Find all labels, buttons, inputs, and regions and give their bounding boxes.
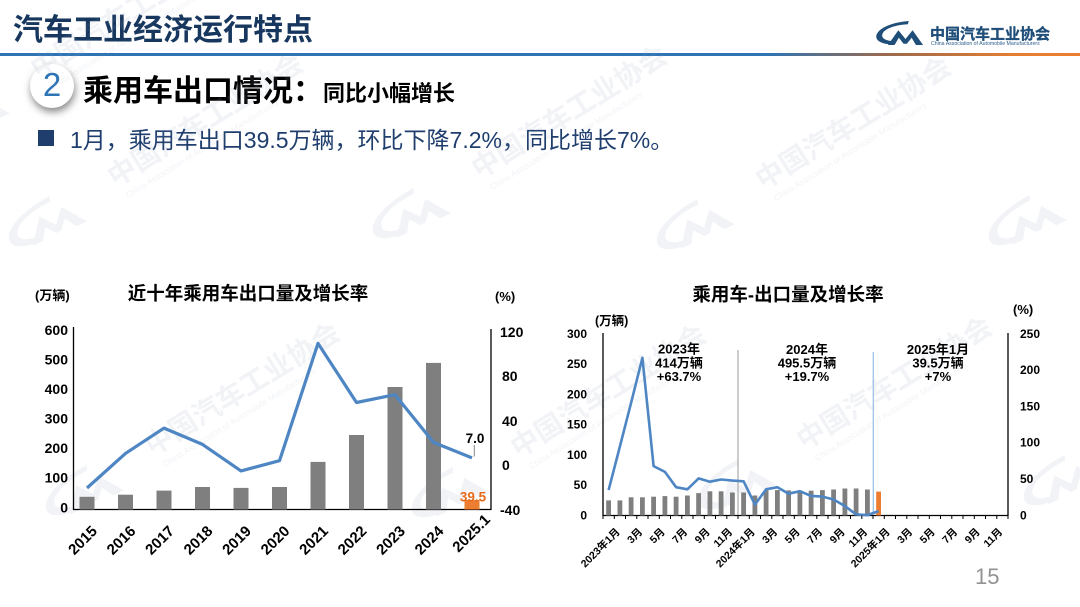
svg-text:2023年: 2023年	[658, 342, 700, 357]
svg-text:7月: 7月	[805, 526, 825, 546]
svg-text:9月: 9月	[828, 526, 848, 546]
svg-text:2015: 2015	[65, 523, 101, 559]
svg-text:100: 100	[567, 448, 587, 462]
svg-text:7月: 7月	[940, 526, 960, 546]
svg-text:(%): (%)	[1013, 302, 1033, 317]
svg-text:600: 600	[45, 322, 69, 338]
svg-text:+63.7%: +63.7%	[657, 369, 702, 384]
svg-text:200: 200	[45, 440, 69, 456]
svg-text:0: 0	[580, 508, 587, 522]
svg-text:(万辆): (万辆)	[35, 288, 70, 303]
svg-text:+7%: +7%	[925, 369, 952, 384]
svg-text:50: 50	[574, 478, 588, 492]
svg-text:200: 200	[1020, 363, 1040, 377]
svg-text:近十年乘用车出口量及增长率: 近十年乘用车出口量及增长率	[128, 283, 369, 304]
svg-text:2023: 2023	[373, 523, 409, 559]
svg-text:40: 40	[502, 413, 518, 429]
svg-text:50: 50	[1020, 472, 1034, 486]
svg-text:(%): (%)	[495, 289, 515, 304]
svg-text:150: 150	[567, 418, 587, 432]
svg-text:100: 100	[45, 470, 69, 486]
svg-text:414万辆: 414万辆	[655, 356, 703, 371]
svg-text:-40: -40	[500, 502, 520, 518]
svg-text:300: 300	[567, 327, 587, 341]
svg-text:中国汽车工业协会: 中国汽车工业协会	[930, 25, 1050, 43]
svg-text:0: 0	[60, 499, 68, 515]
svg-text:2024年: 2024年	[786, 342, 828, 357]
svg-text:11月: 11月	[981, 526, 1005, 550]
svg-text:2025.1: 2025.1	[449, 511, 493, 555]
svg-text:400: 400	[45, 381, 69, 397]
svg-text:3月: 3月	[625, 526, 645, 546]
svg-text:2024: 2024	[412, 522, 448, 558]
svg-text:5月: 5月	[918, 526, 938, 546]
svg-text:2019: 2019	[219, 523, 255, 559]
svg-text:9月: 9月	[963, 526, 983, 546]
svg-text:39.5万辆: 39.5万辆	[912, 356, 963, 371]
svg-text:2020: 2020	[258, 523, 294, 559]
svg-text:2016: 2016	[104, 523, 140, 559]
svg-text:200: 200	[567, 387, 587, 401]
svg-text:9月: 9月	[693, 526, 713, 546]
svg-text:+19.7%: +19.7%	[785, 369, 830, 384]
svg-text:0: 0	[502, 457, 510, 473]
svg-text:3月: 3月	[895, 526, 915, 546]
svg-text:乘用车-出口量及增长率: 乘用车-出口量及增长率	[692, 284, 883, 305]
svg-text:150: 150	[1020, 399, 1040, 413]
svg-text:7.0: 7.0	[466, 431, 485, 446]
svg-text:0: 0	[1020, 508, 1027, 522]
svg-text:7月: 7月	[670, 526, 690, 546]
svg-text:2018: 2018	[181, 523, 217, 559]
svg-text:250: 250	[1020, 327, 1040, 341]
svg-text:300: 300	[45, 411, 69, 427]
svg-text:80: 80	[502, 368, 518, 384]
svg-text:495.5万辆: 495.5万辆	[778, 356, 837, 371]
svg-text:2022: 2022	[335, 523, 371, 559]
svg-text:3月: 3月	[760, 526, 780, 546]
svg-text:120: 120	[500, 324, 524, 340]
svg-text:2025年1月: 2025年1月	[907, 342, 969, 357]
svg-text:500: 500	[45, 351, 69, 367]
svg-text:100: 100	[1020, 436, 1040, 450]
svg-text:39.5: 39.5	[460, 490, 487, 505]
svg-text:5月: 5月	[648, 526, 668, 546]
svg-text:2023年1月: 2023年1月	[578, 525, 623, 570]
svg-text:250: 250	[567, 357, 587, 371]
svg-text:2017: 2017	[142, 523, 178, 559]
svg-text:China Association of Automobil: China Association of Automobile Manufact…	[931, 41, 1040, 47]
svg-text:2021: 2021	[296, 523, 332, 559]
svg-text:(万辆): (万辆)	[595, 313, 628, 328]
svg-text:5月: 5月	[783, 526, 803, 546]
